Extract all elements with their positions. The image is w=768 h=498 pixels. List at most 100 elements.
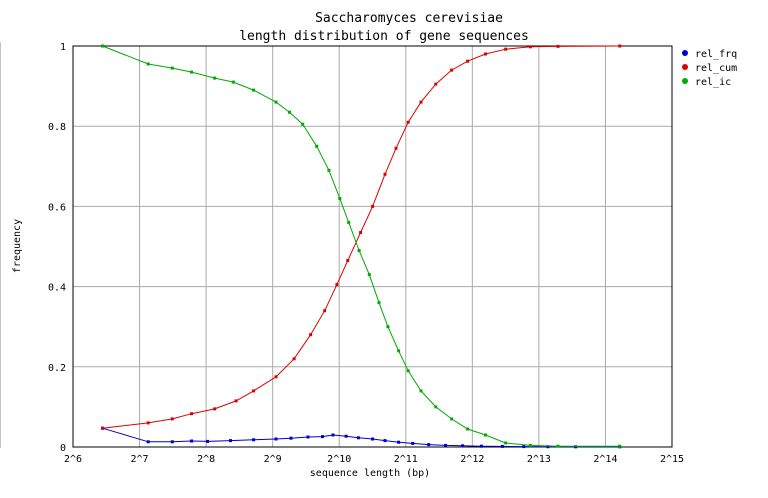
data-point <box>170 66 174 70</box>
plot-area-frame <box>72 45 673 448</box>
grid <box>72 45 673 448</box>
y-tick-label: 1 <box>60 42 66 53</box>
data-point <box>289 436 293 440</box>
data-point <box>618 444 622 448</box>
data-point <box>146 421 150 425</box>
y-tick-label: 0.6 <box>48 202 66 213</box>
data-point <box>274 375 278 379</box>
data-point <box>406 369 410 373</box>
data-point <box>419 100 423 104</box>
data-point <box>386 325 390 329</box>
series-rel-cum <box>101 44 622 430</box>
data-point <box>274 437 278 441</box>
data-point <box>359 231 363 234</box>
data-point <box>504 441 508 445</box>
data-point <box>357 249 361 252</box>
data-point <box>321 435 324 439</box>
data-point <box>434 82 438 86</box>
legend-marker <box>682 78 688 84</box>
data-point <box>327 168 331 172</box>
data-point <box>146 440 150 444</box>
data-point <box>292 357 296 361</box>
data-point <box>383 172 387 176</box>
data-point <box>338 196 342 200</box>
data-point <box>371 204 375 208</box>
data-point <box>411 441 415 445</box>
y-tick-label: 0.4 <box>48 283 66 294</box>
data-point <box>190 70 194 74</box>
data-point <box>206 439 210 443</box>
data-point <box>466 427 470 431</box>
x-tick-label: 2^12 <box>460 454 484 465</box>
data-point <box>306 435 310 439</box>
x-tick-label: 2^10 <box>327 454 351 465</box>
y-tick-label: 0 <box>60 443 66 454</box>
data-point <box>252 88 256 92</box>
data-point <box>315 144 319 148</box>
data-point <box>356 436 360 440</box>
data-point <box>234 399 238 403</box>
x-tick-label: 2^8 <box>197 454 215 465</box>
data-point <box>406 120 410 124</box>
data-point <box>101 44 104 48</box>
legend: rel_frq rel_cum rel_ic <box>682 49 737 88</box>
data-point <box>450 417 454 421</box>
data-point <box>383 439 387 443</box>
data-point <box>522 445 526 449</box>
legend-marker <box>682 50 688 56</box>
legend-label: rel_cum <box>695 63 737 74</box>
data-point <box>397 440 401 444</box>
x-axis-label: sequence length (bp) <box>310 468 430 479</box>
data-point <box>213 76 217 80</box>
x-tick-label: 2^9 <box>264 454 282 465</box>
data-point <box>500 444 504 448</box>
data-point <box>367 273 371 277</box>
legend-item: rel_cum <box>682 63 737 74</box>
data-point <box>170 417 174 421</box>
data-point <box>335 283 339 287</box>
data-point <box>434 405 438 409</box>
data-point <box>170 440 174 444</box>
chart-title: Saccharomyces cerevisiae <box>315 11 503 26</box>
data-point <box>274 100 278 104</box>
data-point <box>344 434 348 438</box>
y-tick-label: 0.2 <box>48 363 66 374</box>
data-point <box>528 45 532 49</box>
data-point <box>252 389 256 393</box>
legend-label: rel_frq <box>695 49 737 60</box>
data-point <box>504 47 508 51</box>
legend-item: rel_frq <box>682 49 737 60</box>
legend-marker <box>682 64 688 70</box>
data-point <box>346 259 350 262</box>
legend-item: rel_ic <box>682 77 731 88</box>
data-point <box>419 389 423 393</box>
data-point <box>301 122 305 126</box>
data-point <box>484 52 487 56</box>
data-point <box>229 439 232 443</box>
x-tick-label: 2^11 <box>394 454 418 465</box>
data-point <box>190 439 194 443</box>
x-tick-label: 2^14 <box>593 454 617 465</box>
data-point <box>461 444 465 448</box>
x-tick-label: 2^13 <box>527 454 551 465</box>
chart-subtitle: length distribution of gene sequences <box>239 29 529 44</box>
data-point <box>146 62 150 66</box>
x-tick-label: 2^15 <box>660 454 684 465</box>
data-point <box>377 301 381 305</box>
x-tick-label: 2^6 <box>64 454 82 465</box>
data-point <box>371 437 375 441</box>
series-rel-ic <box>101 44 622 448</box>
legend-label: rel_ic <box>695 77 731 88</box>
data-point <box>546 445 550 449</box>
data-point <box>556 444 560 448</box>
data-point <box>323 309 327 313</box>
data-point <box>528 443 532 447</box>
data-point <box>466 59 470 63</box>
y-tick-label: 0.8 <box>48 122 66 133</box>
data-point <box>484 433 487 437</box>
data-point <box>347 220 351 224</box>
data-point <box>213 407 217 411</box>
data-point <box>231 80 235 84</box>
x-tick-label: 2^7 <box>131 454 149 465</box>
